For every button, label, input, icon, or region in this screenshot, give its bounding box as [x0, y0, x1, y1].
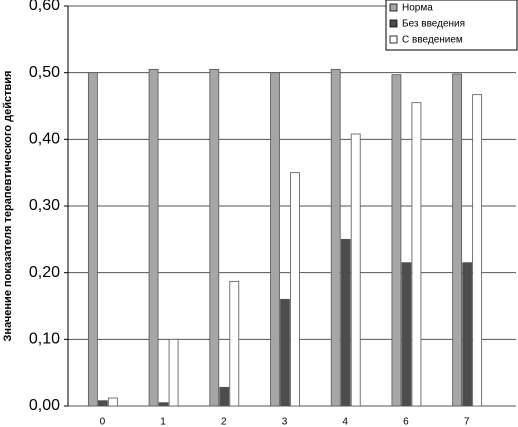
bar: [290, 172, 300, 407]
bar: [97, 400, 108, 407]
legend-label: Норма: [402, 3, 433, 14]
bar: [340, 238, 351, 407]
legend-box: [385, 0, 518, 51]
y-tick-label: 0,40: [29, 131, 60, 148]
bar: [270, 72, 280, 407]
legend-swatch: [389, 19, 398, 28]
legend-swatch: [389, 35, 398, 44]
bar: [330, 68, 341, 407]
x-tick-label: 0: [100, 417, 106, 427]
x-tick-label: 7: [464, 417, 470, 427]
bar: [168, 338, 179, 407]
y-tick-label: 0,10: [29, 331, 60, 348]
bar: [462, 262, 473, 407]
x-tick-label: 6: [403, 417, 409, 427]
bar: [148, 68, 159, 407]
x-tick-label: 1: [160, 417, 166, 427]
legend-label: Без введения: [402, 19, 465, 30]
legend-label: С введением: [402, 35, 463, 46]
legend-swatch: [389, 3, 398, 12]
bar: [280, 298, 290, 407]
bar: [107, 397, 118, 407]
bar: [209, 68, 220, 407]
bar: [411, 102, 422, 407]
x-tick-label: 2: [221, 417, 227, 427]
x-tick-label: 4: [342, 417, 348, 427]
y-axis-label: Значение показателя терапевтического дей…: [2, 71, 14, 342]
bar: [158, 402, 169, 407]
bar: [229, 280, 240, 407]
y-tick-label: 0,30: [29, 197, 60, 214]
bar: [219, 386, 230, 407]
y-tick-label: 0,50: [29, 64, 60, 81]
bar: [472, 94, 483, 407]
bar: [350, 133, 361, 407]
bar: [391, 74, 402, 407]
bar: [401, 262, 412, 407]
y-tick-label: 0,60: [29, 0, 60, 14]
y-tick-label: 0,00: [29, 397, 60, 414]
y-tick-label: 0,20: [29, 264, 60, 281]
bar: [452, 73, 463, 407]
x-tick-label: 3: [282, 417, 288, 427]
bar: [87, 72, 98, 407]
